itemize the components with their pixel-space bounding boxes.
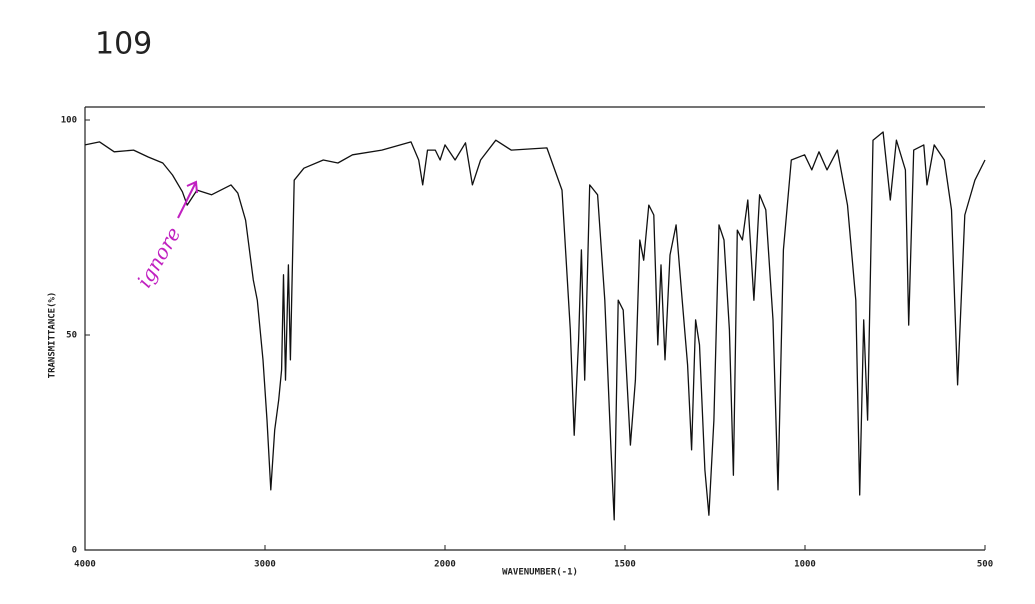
y-tick-label: 50 (66, 331, 77, 341)
x-tick-label: 1000 (794, 560, 816, 570)
y-axis-label: TRANSMITTANCE(%) (48, 292, 58, 379)
annotation: ignore (132, 223, 186, 292)
spectrum-line (84, 131, 986, 521)
x-tick-label: 2000 (434, 560, 456, 570)
x-tick-label: 1500 (614, 560, 636, 570)
axis-frame (84, 106, 985, 551)
x-tick-label: 500 (977, 560, 993, 570)
y-tick-label: 100 (61, 116, 77, 126)
x-tick-label: 4000 (74, 560, 96, 570)
y-tick-label: 0 (72, 546, 77, 556)
page-number: 109 (95, 27, 152, 62)
annotation-arrow (177, 180, 198, 219)
x-tick-label: 3000 (254, 560, 276, 570)
x-axis-label: WAVENUMBER(-1) (502, 568, 578, 578)
